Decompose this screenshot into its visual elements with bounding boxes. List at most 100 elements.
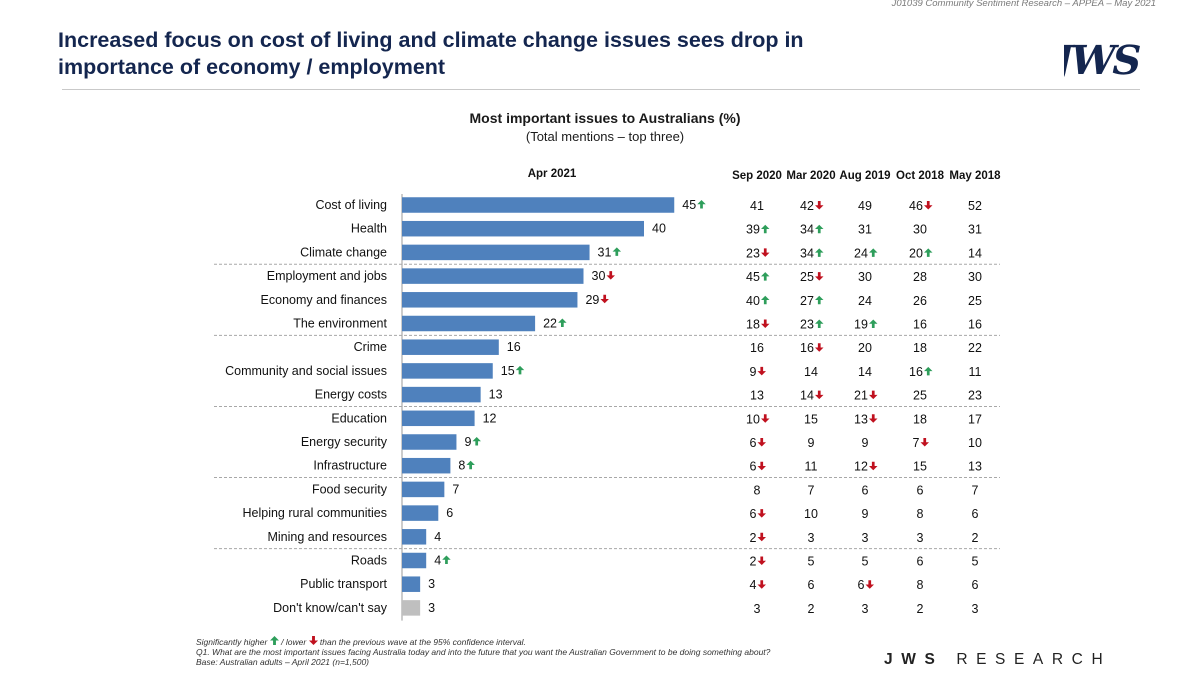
bar-value-label: 30: [592, 269, 606, 283]
history-value: 7: [972, 483, 979, 497]
history-value: 13: [968, 460, 982, 474]
bar-value-label: 29: [585, 293, 599, 307]
bar: [402, 505, 439, 521]
up-arrow-icon: [924, 366, 933, 376]
down-arrow-icon: [761, 248, 770, 257]
history-value: 23: [746, 246, 760, 260]
significance-note-prefix: Significantly higher: [196, 637, 268, 647]
history-value: 5: [808, 555, 815, 569]
bar: [402, 220, 644, 237]
history-value: 8: [917, 507, 924, 521]
bar: [402, 457, 451, 474]
bar-value-label: 12: [483, 411, 497, 425]
down-arrow-icon: [606, 271, 615, 280]
category-label: Public transport: [300, 577, 387, 591]
history-value: 39: [746, 223, 760, 237]
down-arrow-icon: [865, 580, 874, 589]
history-value: 49: [858, 199, 872, 213]
down-arrow-icon: [869, 390, 878, 400]
bar: [402, 434, 457, 450]
history-column-header: Sep 2020: [732, 170, 782, 182]
down-arrow-icon: [757, 580, 766, 589]
down-arrow-icon: [600, 294, 609, 304]
category-label: Employment and jobs: [267, 269, 387, 283]
history-value: 30: [968, 270, 982, 284]
base-note: Base: Australian adults – April 2021 (n=…: [196, 657, 370, 667]
category-label: Energy costs: [315, 388, 387, 402]
history-value: 9: [808, 436, 815, 450]
history-value: 16: [968, 318, 982, 332]
up-arrow-icon: [815, 224, 824, 234]
jws-logo: JWS: [1064, 36, 1142, 83]
history-value: 21: [854, 389, 868, 403]
history-value: 25: [968, 294, 982, 308]
history-value: 9: [750, 365, 757, 379]
history-value: 18: [913, 341, 927, 355]
up-arrow-icon: [815, 319, 824, 328]
bar: [402, 315, 536, 332]
bar: [402, 386, 481, 403]
category-label: Education: [331, 411, 387, 425]
history-value: 17: [968, 412, 982, 426]
history-value: 31: [858, 223, 872, 237]
category-label: Cost of living: [315, 198, 387, 212]
bar-value-label: 22: [543, 317, 557, 331]
bar: [402, 197, 675, 213]
down-arrow-icon: [761, 414, 770, 423]
history-value: 34: [800, 246, 814, 260]
up-arrow-icon: [815, 248, 824, 257]
history-value: 9: [862, 436, 869, 450]
history-value: 6: [917, 555, 924, 569]
up-arrow-icon: [924, 248, 933, 257]
history-value: 5: [862, 555, 869, 569]
issues-bar-chart: Apr 2021 Sep 2020 Mar 2020 Aug 2019 Oct 2018…: [214, 168, 1001, 621]
history-value: 24: [854, 246, 868, 260]
history-value: 6: [917, 483, 924, 497]
category-label: Don't know/can't say: [273, 601, 388, 615]
down-arrow-icon: [757, 532, 766, 542]
history-value: 9: [862, 507, 869, 521]
jws-research-wordmark: JWS RESEARCH: [884, 651, 1111, 669]
category-label: Roads: [351, 554, 387, 568]
category-label: Economy and finances: [261, 293, 387, 307]
bar: [402, 292, 578, 308]
history-value: 20: [858, 341, 872, 355]
history-value: 4: [750, 578, 757, 592]
question-note: Q1. What are the most important issues f…: [196, 647, 771, 657]
history-value: 16: [750, 341, 764, 355]
bar: [402, 363, 493, 379]
bar-value-label: 31: [598, 245, 612, 259]
bar-value-label: 7: [452, 482, 459, 496]
down-arrow-icon: [815, 390, 824, 400]
bar: [402, 481, 445, 498]
history-value: 25: [913, 389, 927, 403]
bar-value-label: 8: [458, 459, 465, 473]
bar-value-label: 4: [434, 530, 441, 544]
wordmark-rest: RESEARCH: [956, 651, 1112, 668]
up-arrow-icon: [815, 295, 824, 305]
history-value: 3: [917, 531, 924, 545]
history-column-header: Aug 2019: [839, 170, 890, 182]
history-value: 5: [972, 555, 979, 569]
current-period-label: Apr 2021: [528, 168, 577, 180]
bar-value-label: 6: [446, 506, 453, 520]
down-arrow-icon: [757, 438, 766, 447]
history-value: 14: [804, 365, 818, 379]
history-value: 15: [913, 460, 927, 474]
up-arrow-icon: [761, 272, 770, 281]
category-label: Climate change: [300, 245, 387, 259]
up-arrow-icon: [442, 555, 451, 564]
title-divider: [62, 89, 1140, 90]
bar-value-label: 45: [682, 198, 696, 212]
history-value: 28: [913, 270, 927, 284]
bar-value-label: 9: [464, 435, 471, 449]
history-column-header: Oct 2018: [896, 170, 945, 182]
up-arrow-icon: [869, 248, 878, 257]
page-title-line-1: Increased focus on cost of living and cl…: [58, 28, 804, 52]
bar: [402, 600, 421, 616]
history-value: 30: [913, 223, 927, 237]
category-label: Health: [351, 222, 387, 236]
history-value: 16: [909, 365, 923, 379]
down-arrow-icon: [757, 366, 766, 376]
chart-title: Most important issues to Australians (%): [469, 110, 741, 126]
